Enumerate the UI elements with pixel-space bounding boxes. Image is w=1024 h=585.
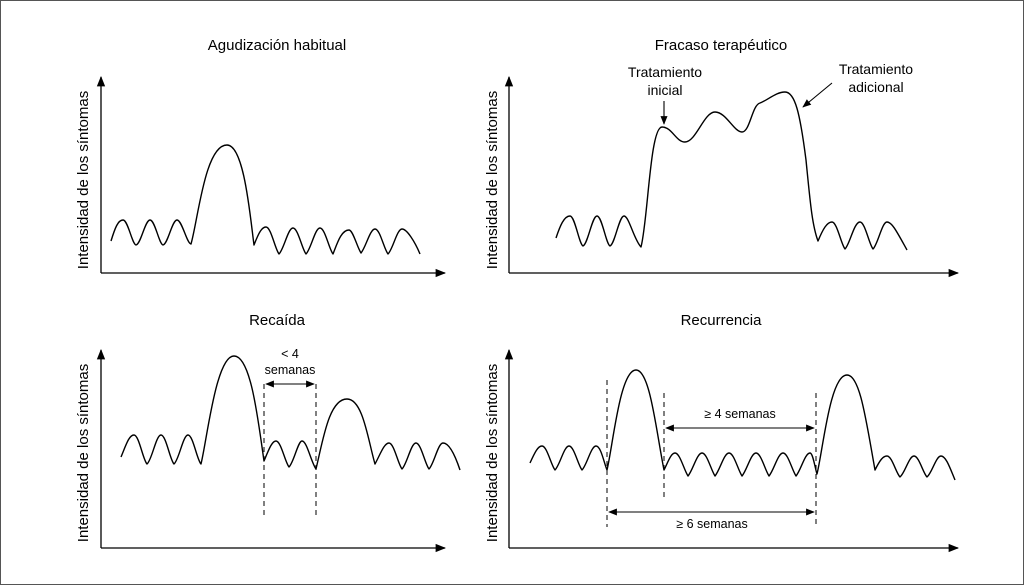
annotation-tratamiento-adicional: Tratamiento (839, 61, 913, 77)
symptom-curve (555, 91, 908, 251)
interval-label-line1: < 4 (281, 347, 299, 361)
symptom-curve (120, 355, 461, 471)
interval-label-4-weeks: ≥ 4 semanas (704, 407, 775, 421)
y-axis-label: Intensidad de los síntomas (75, 364, 92, 542)
y-axis-label: Intensidad de los síntomas (484, 91, 501, 269)
annotation-tratamiento-adicional-2: adicional (848, 79, 903, 95)
panel-title: Recurrencia (681, 312, 763, 329)
y-axis-label: Intensidad de los síntomas (484, 364, 501, 542)
symptom-curve (529, 369, 956, 481)
panel-recaida: Recaída Intensidad de los síntomas < 4 s… (75, 312, 461, 553)
interval-label-6-weeks: ≥ 6 semanas (676, 517, 747, 531)
annotation-tratamiento-inicial: Tratamiento (628, 64, 702, 80)
panel-title: Recaída (249, 312, 306, 329)
symptom-curve (110, 144, 421, 255)
panel-agudizacion-habitual: Agudización habitual Intensidad de los s… (75, 37, 447, 278)
y-axis-label: Intensidad de los síntomas (75, 91, 92, 269)
arrow-additional-treatment (802, 82, 833, 108)
panel-recurrencia: Recurrencia Intensidad de los síntomas ≥… (484, 312, 960, 553)
panel-title: Agudización habitual (208, 37, 346, 54)
interval-label-line2: semanas (265, 363, 316, 377)
panel-title: Fracaso terapéutico (655, 37, 788, 54)
annotation-tratamiento-inicial-2: inicial (647, 82, 682, 98)
panel-fracaso-terapeutico: Fracaso terapéutico Intensidad de los sí… (484, 37, 960, 278)
